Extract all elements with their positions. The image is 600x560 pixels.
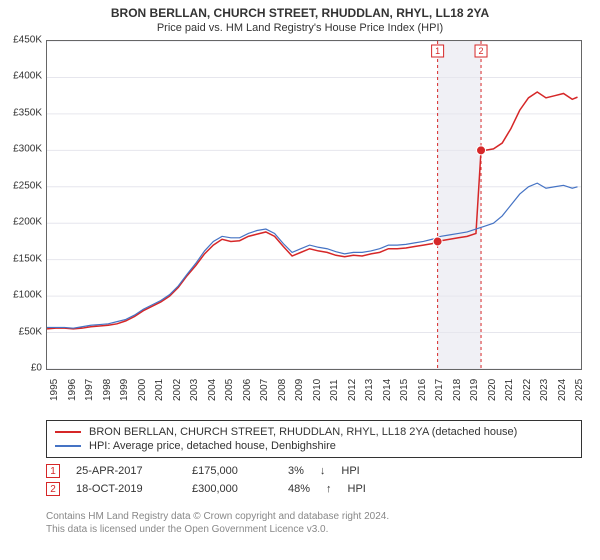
legend-item-hpi: HPI: Average price, detached house, Denb… (55, 439, 573, 453)
transaction-row-2: 2 18-OCT-2019 £300,000 48% ↑ HPI (46, 480, 582, 498)
marker-badge-1: 1 (46, 464, 60, 478)
transaction-row-1: 1 25-APR-2017 £175,000 3% ↓ HPI (46, 462, 582, 480)
y-tick-label: £400K (2, 71, 42, 82)
x-tick-label: 2002 (172, 379, 183, 401)
x-tick-label: 2020 (487, 379, 498, 401)
x-tick-label: 2024 (557, 379, 568, 401)
transaction-rows: 1 25-APR-2017 £175,000 3% ↓ HPI 2 18-OCT… (46, 462, 582, 498)
x-tick-label: 1999 (119, 379, 130, 401)
x-tick-label: 2014 (382, 379, 393, 401)
y-tick-label: £200K (2, 217, 42, 228)
x-tick-label: 2022 (522, 379, 533, 401)
chart-container: BRON BERLLAN, CHURCH STREET, RHUDDLAN, R… (0, 0, 600, 560)
legend-label-hpi: HPI: Average price, detached house, Denb… (89, 440, 336, 452)
x-tick-label: 2007 (259, 379, 270, 401)
x-tick-label: 1997 (84, 379, 95, 401)
x-tick-label: 2009 (294, 379, 305, 401)
x-tick-label: 1995 (49, 379, 60, 401)
y-tick-label: £450K (2, 35, 42, 46)
x-tick-label: 2012 (347, 379, 358, 401)
attribution-line2: This data is licensed under the Open Gov… (46, 523, 582, 536)
plot-region: 12 (46, 40, 582, 370)
chart-subtitle: Price paid vs. HM Land Registry's House … (0, 20, 600, 34)
tx-vs-2: HPI (348, 483, 366, 495)
y-tick-label: £50K (2, 326, 42, 337)
tx-pct-2: 48% (288, 483, 310, 495)
x-tick-label: 2006 (242, 379, 253, 401)
svg-text:2: 2 (479, 46, 484, 56)
y-tick-label: £100K (2, 290, 42, 301)
x-tick-label: 2016 (417, 379, 428, 401)
attribution: Contains HM Land Registry data © Crown c… (46, 510, 582, 536)
x-tick-label: 2003 (189, 379, 200, 401)
tx-price-2: £300,000 (192, 483, 272, 495)
x-tick-label: 2010 (312, 379, 323, 401)
down-arrow-icon: ↓ (320, 465, 326, 477)
tx-date-1: 25-APR-2017 (76, 465, 176, 477)
legend: BRON BERLLAN, CHURCH STREET, RHUDDLAN, R… (46, 420, 582, 458)
tx-price-1: £175,000 (192, 465, 272, 477)
x-tick-label: 2004 (207, 379, 218, 401)
attribution-line1: Contains HM Land Registry data © Crown c… (46, 510, 582, 523)
x-tick-label: 2005 (224, 379, 235, 401)
tx-pct-1: 3% (288, 465, 304, 477)
y-tick-label: £0 (2, 363, 42, 374)
plot-svg: 12 (47, 41, 581, 369)
tx-vs-1: HPI (341, 465, 359, 477)
x-tick-label: 2013 (364, 379, 375, 401)
x-tick-label: 2017 (434, 379, 445, 401)
x-tick-label: 2015 (399, 379, 410, 401)
marker-badge-2: 2 (46, 482, 60, 496)
x-tick-label: 1998 (102, 379, 113, 401)
svg-text:1: 1 (435, 46, 440, 56)
x-tick-label: 2008 (277, 379, 288, 401)
y-tick-label: £350K (2, 107, 42, 118)
y-tick-label: £250K (2, 180, 42, 191)
tx-date-2: 18-OCT-2019 (76, 483, 176, 495)
x-tick-label: 2011 (329, 379, 340, 401)
legend-swatch-hpi (55, 445, 81, 447)
up-arrow-icon: ↑ (326, 483, 332, 495)
x-tick-label: 2019 (469, 379, 480, 401)
x-tick-label: 2001 (154, 379, 165, 401)
y-tick-label: £300K (2, 144, 42, 155)
legend-label-property: BRON BERLLAN, CHURCH STREET, RHUDDLAN, R… (89, 426, 517, 438)
x-tick-label: 2023 (539, 379, 550, 401)
x-tick-label: 2025 (574, 379, 585, 401)
x-tick-label: 2000 (137, 379, 148, 401)
x-tick-label: 2021 (504, 379, 515, 401)
legend-swatch-property (55, 431, 81, 433)
x-tick-label: 2018 (452, 379, 463, 401)
y-tick-label: £150K (2, 253, 42, 264)
x-tick-label: 1996 (67, 379, 78, 401)
chart-area: £0£50K£100K£150K£200K£250K£300K£350K£400… (46, 40, 582, 370)
legend-item-property: BRON BERLLAN, CHURCH STREET, RHUDDLAN, R… (55, 425, 573, 439)
chart-title: BRON BERLLAN, CHURCH STREET, RHUDDLAN, R… (0, 0, 600, 20)
